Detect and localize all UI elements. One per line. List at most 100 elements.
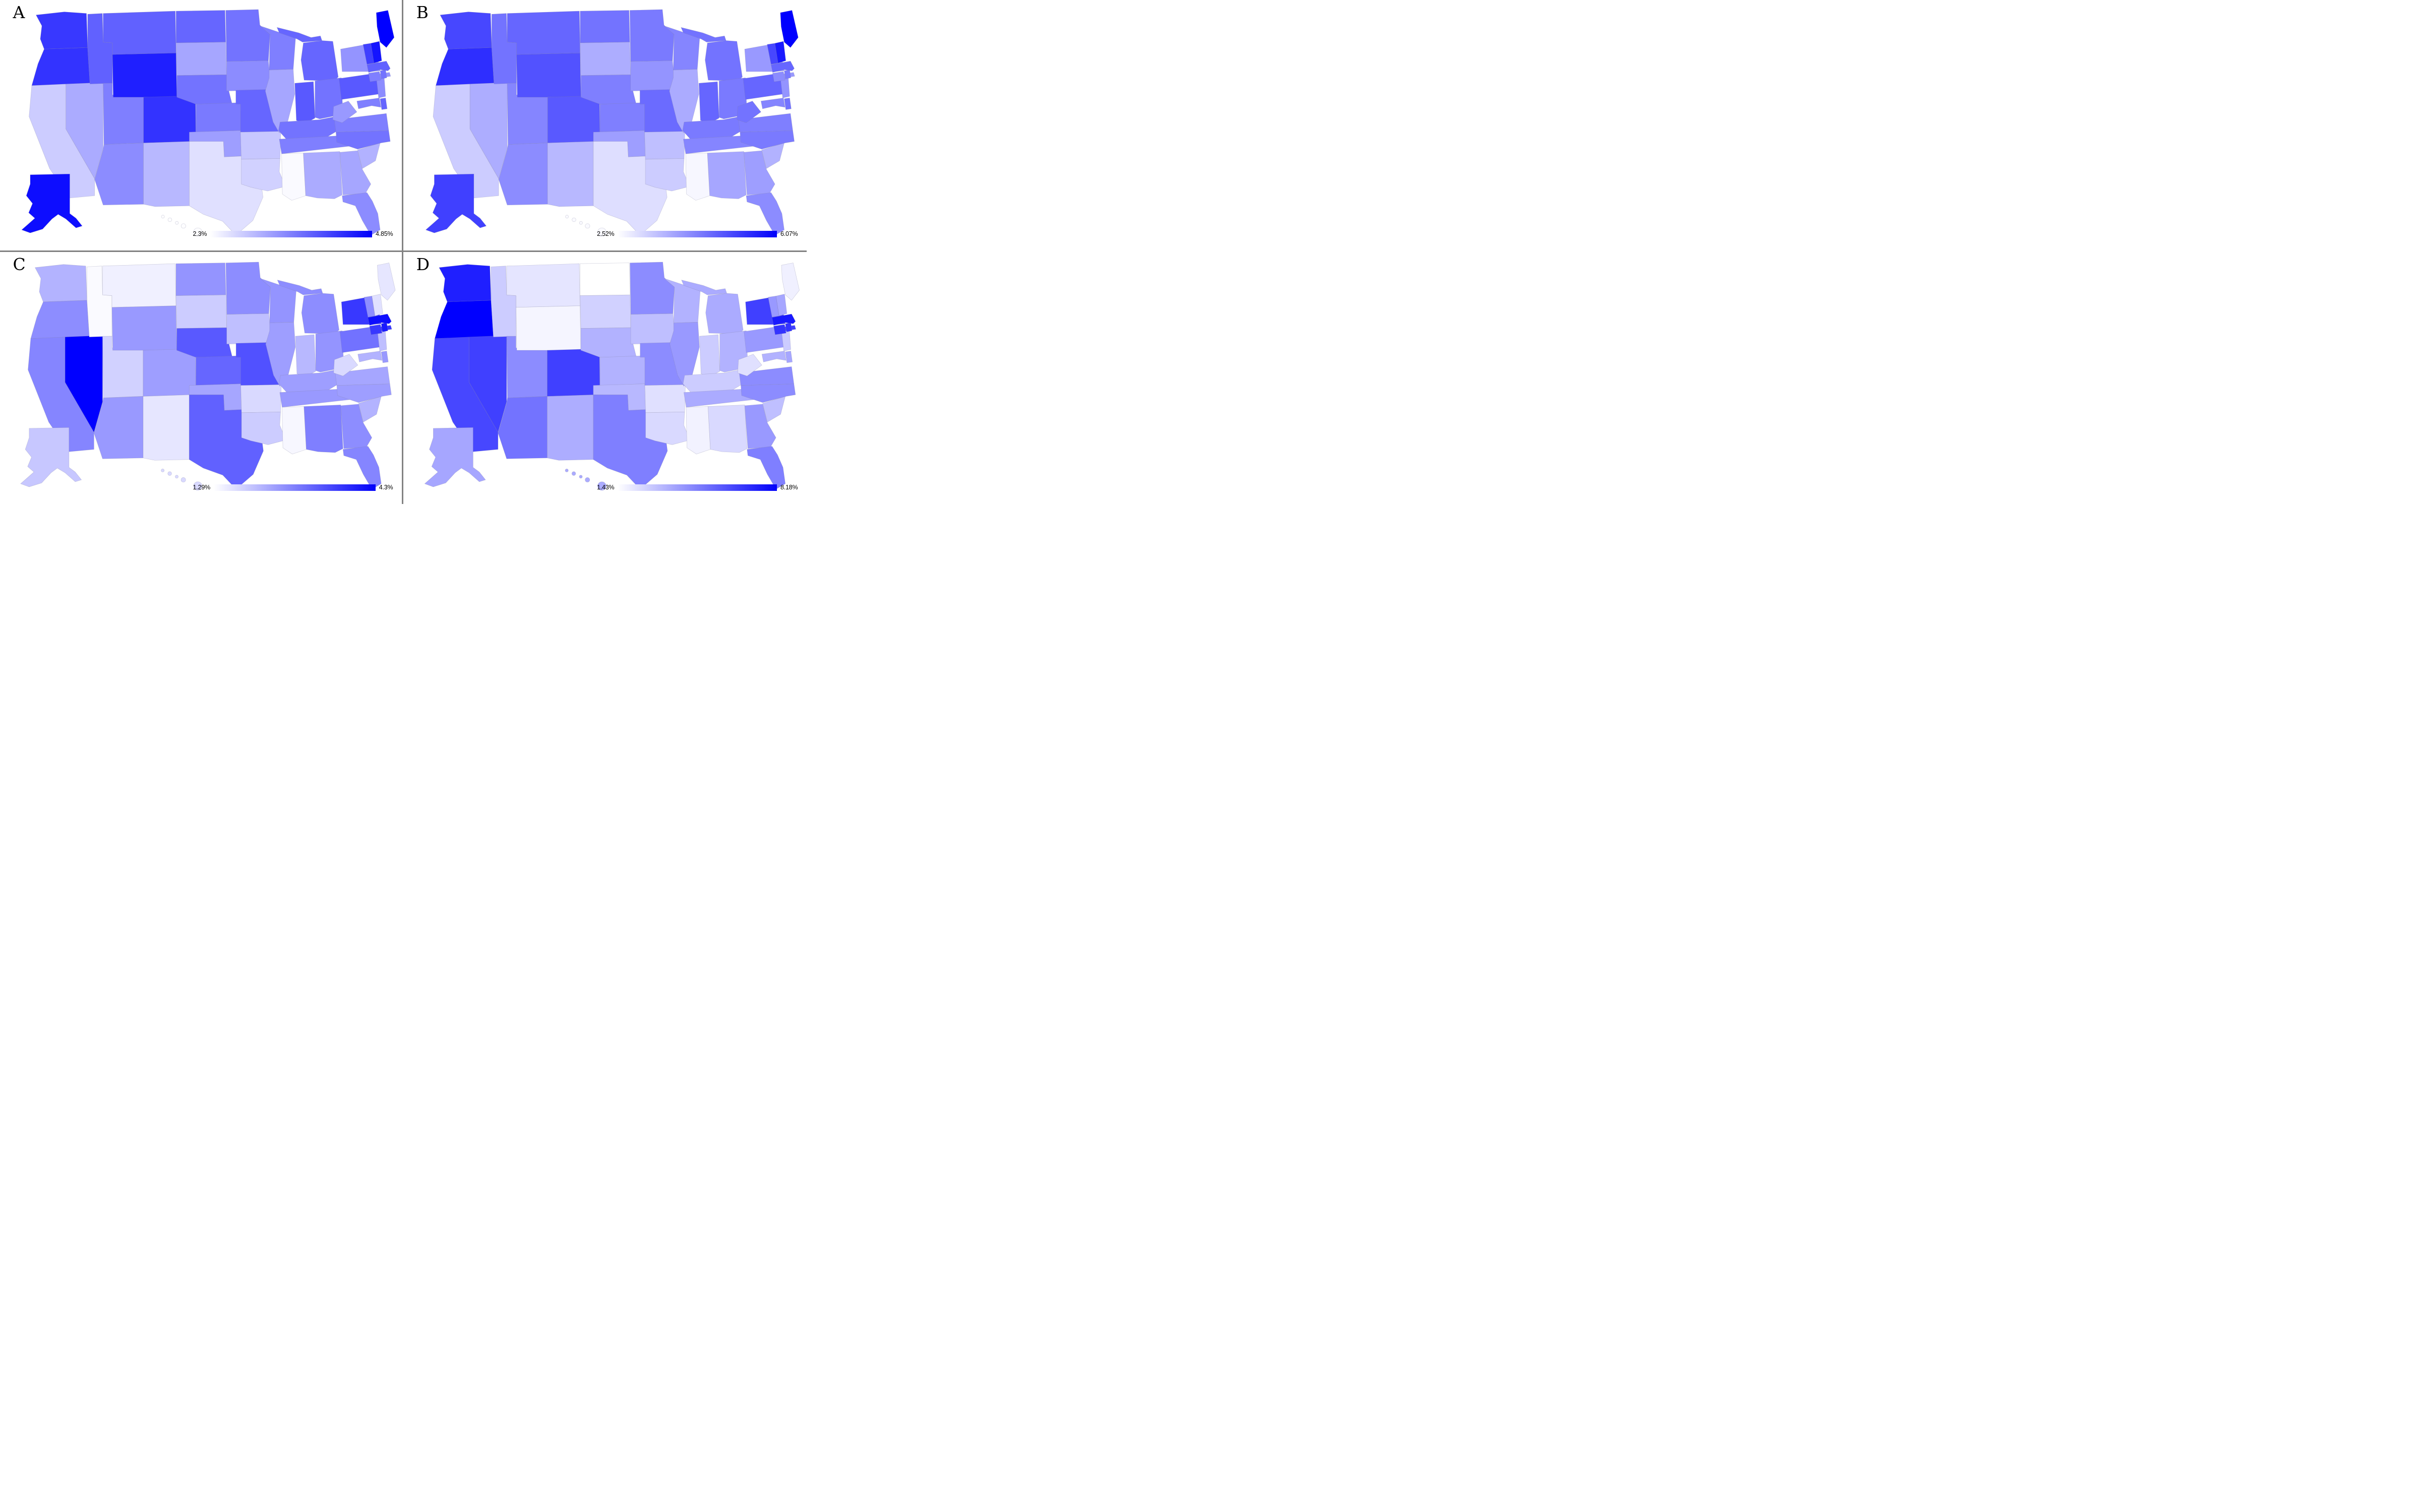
state-ID xyxy=(87,13,113,85)
state-SC xyxy=(357,143,381,169)
state-AK xyxy=(21,174,83,234)
state-IN xyxy=(698,82,719,124)
state-HI xyxy=(193,481,203,490)
state-HI xyxy=(161,468,165,472)
state-AR xyxy=(240,384,282,413)
state-MD xyxy=(357,350,383,362)
panel-A: A 2.3% 4.85% xyxy=(0,0,403,252)
state-WV xyxy=(737,101,761,123)
state-MA xyxy=(771,313,796,326)
panel-label-A: A xyxy=(13,2,25,22)
state-TX xyxy=(189,394,264,489)
state-AK xyxy=(425,174,487,234)
state-WV xyxy=(333,353,358,376)
state-MT xyxy=(103,11,176,55)
state-SC xyxy=(762,396,786,422)
state-MT xyxy=(102,263,176,307)
legend-C: 1.29% 4.3% xyxy=(193,484,393,491)
state-ME xyxy=(780,10,799,48)
state-MS xyxy=(282,406,307,454)
state-NE xyxy=(580,75,637,105)
state-MS xyxy=(686,406,711,454)
state-MN xyxy=(629,10,675,62)
state-SC xyxy=(358,396,382,422)
state-SD xyxy=(580,42,631,76)
legend-max-label-C: 4.3% xyxy=(379,484,393,491)
state-HI xyxy=(167,218,172,222)
state-AL xyxy=(304,404,343,453)
state-GA xyxy=(744,403,776,449)
legend-max-label-A: 4.85% xyxy=(376,230,393,238)
legend-B: 2.52% 6.07% xyxy=(597,230,798,237)
state-MT xyxy=(506,263,580,307)
state-DE xyxy=(380,98,388,110)
state-LA xyxy=(645,158,690,192)
state-ND xyxy=(580,10,630,43)
state-LA xyxy=(645,411,691,445)
state-ND xyxy=(580,262,630,296)
state-HI xyxy=(572,218,576,222)
legend-min-label-C: 1.29% xyxy=(193,484,211,491)
state-OR xyxy=(31,47,90,86)
state-WA xyxy=(35,12,88,50)
state-HI xyxy=(597,228,607,237)
state-RI xyxy=(784,70,791,80)
state-WA xyxy=(440,12,492,50)
state-ME xyxy=(376,10,395,48)
legend-max-label-B: 6.07% xyxy=(780,230,798,238)
state-SD xyxy=(175,294,227,329)
state-LA xyxy=(241,411,286,445)
figure-grid: A 2.3% 4.85% B 2.52% 6.07% C 1.29% 4.3% … xyxy=(0,0,807,504)
us-choropleth-map-C xyxy=(20,262,396,490)
state-ME xyxy=(781,262,800,300)
state-IL xyxy=(265,69,295,134)
state-ID xyxy=(491,13,517,85)
state-IA xyxy=(226,60,270,92)
panel-D: D 1.43% 8.18% xyxy=(403,252,807,504)
state-FL xyxy=(746,193,784,236)
state-NE xyxy=(176,327,232,357)
state-CT xyxy=(368,72,381,82)
panel-label-C: C xyxy=(13,255,26,274)
state-IL xyxy=(670,322,700,387)
state-CO xyxy=(547,348,600,397)
state-GA xyxy=(340,403,372,449)
state-IA xyxy=(630,60,675,92)
legend-max-label-D: 8.18% xyxy=(780,484,798,491)
state-FL xyxy=(747,446,786,489)
state-AR xyxy=(644,384,686,413)
state-HI xyxy=(597,481,607,490)
state-LA xyxy=(241,158,286,192)
state-HI xyxy=(585,223,590,229)
state-IN xyxy=(699,334,720,377)
state-KS xyxy=(196,355,242,386)
state-WA xyxy=(34,264,87,302)
state-SD xyxy=(175,42,227,76)
state-SC xyxy=(761,143,785,169)
state-MN xyxy=(225,10,270,62)
state-KS xyxy=(599,355,646,386)
legend-gradient-D xyxy=(618,484,777,491)
state-WY xyxy=(112,53,177,98)
state-AR xyxy=(240,131,281,160)
state-ND xyxy=(175,10,226,43)
panel-B: B 2.52% 6.07% xyxy=(403,0,807,252)
state-HI xyxy=(161,215,165,219)
state-GA xyxy=(339,151,371,196)
legend-gradient-B xyxy=(618,230,777,237)
state-NH xyxy=(775,293,788,316)
state-AR xyxy=(644,131,685,160)
state-MD xyxy=(761,350,786,362)
panel-label-D: D xyxy=(416,255,430,274)
legend-gradient-C xyxy=(214,484,376,491)
state-WV xyxy=(737,353,762,376)
state-MN xyxy=(225,262,271,314)
state-HI xyxy=(565,215,569,219)
state-CO xyxy=(547,95,600,144)
panel-C: C 1.29% 4.3% xyxy=(0,252,403,504)
state-HI xyxy=(579,221,583,225)
state-IN xyxy=(295,334,316,377)
state-TX xyxy=(593,141,668,236)
state-KS xyxy=(599,102,646,133)
state-HI xyxy=(175,474,178,478)
